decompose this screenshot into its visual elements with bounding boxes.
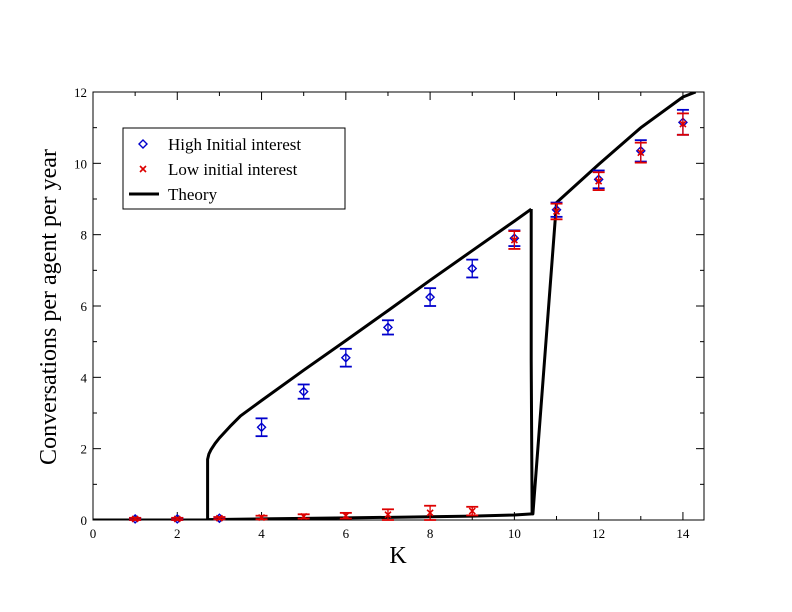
x-tick-label: 2	[174, 526, 181, 541]
y-tick-label: 2	[81, 442, 88, 457]
x-tick-label: 4	[258, 526, 265, 541]
low-interest-point	[297, 512, 310, 520]
low-interest-point	[466, 505, 479, 517]
low-interest-point	[213, 514, 226, 522]
high-interest-point	[381, 319, 394, 336]
diamond-marker	[340, 352, 351, 363]
legend-label: Theory	[168, 185, 218, 204]
diamond-marker	[467, 263, 478, 274]
x-marker	[595, 177, 603, 185]
x-tick-label: 12	[592, 526, 605, 541]
low-interest-point	[339, 511, 352, 520]
y-tick-label: 12	[74, 85, 87, 100]
y-tick-label: 4	[81, 370, 88, 385]
legend: High Initial interest Low initial interes…	[122, 127, 346, 210]
x-axis-title: K	[389, 543, 407, 569]
diamond-marker	[256, 422, 267, 433]
diamond-marker	[425, 292, 436, 303]
theory-line-segment	[529, 92, 697, 516]
x-marker	[552, 207, 561, 216]
y-tick-label: 6	[81, 299, 88, 314]
legend-box	[122, 127, 346, 210]
x-marker	[426, 509, 434, 517]
x-marker	[215, 514, 223, 522]
low-interest-point	[129, 515, 142, 523]
low-interest-point	[592, 171, 605, 191]
x-marker	[300, 512, 308, 520]
legend-label: High Initial interest	[168, 135, 301, 154]
x-marker	[637, 149, 645, 157]
x-marker	[468, 507, 476, 515]
high-interest-point	[466, 258, 479, 279]
legend-label: Low initial interest	[168, 160, 298, 179]
x-marker	[173, 515, 181, 523]
x-marker	[257, 513, 266, 522]
x-marker	[342, 512, 350, 520]
x-marker	[131, 515, 139, 523]
y-tick-label: 8	[81, 228, 88, 243]
high-interest-point	[339, 347, 352, 368]
high-interest-point	[424, 287, 437, 307]
diamond-marker	[382, 322, 393, 333]
y-axis-title: Conversations per agent per year	[36, 149, 62, 465]
low-interest-point	[508, 230, 521, 250]
low-interest-point	[171, 515, 184, 523]
x-marker	[510, 236, 518, 244]
x-tick-label: 14	[676, 526, 690, 541]
y-tick-label: 10	[74, 156, 87, 171]
y-tick-label: 0	[81, 513, 88, 528]
low-interest-point	[424, 504, 437, 521]
x-tick-label: 10	[508, 526, 521, 541]
legend-x-icon	[139, 165, 147, 173]
x-marker	[679, 120, 687, 128]
x-tick-label: 8	[427, 526, 434, 541]
x-marker	[384, 511, 392, 519]
low-interest-point	[550, 202, 563, 221]
high-interest-point	[297, 383, 310, 400]
high-interest-point	[255, 417, 268, 438]
legend-diamond-icon	[138, 139, 148, 149]
low-interest-point	[634, 141, 647, 164]
theory-line-segment	[93, 207, 533, 520]
low-interest-point	[381, 508, 394, 521]
low-interest-point	[255, 513, 268, 522]
diamond-marker	[298, 386, 309, 397]
low-interest-point	[676, 112, 689, 136]
x-tick-label: 0	[90, 526, 97, 541]
data-points	[129, 108, 689, 524]
x-tick-label: 6	[343, 526, 350, 541]
